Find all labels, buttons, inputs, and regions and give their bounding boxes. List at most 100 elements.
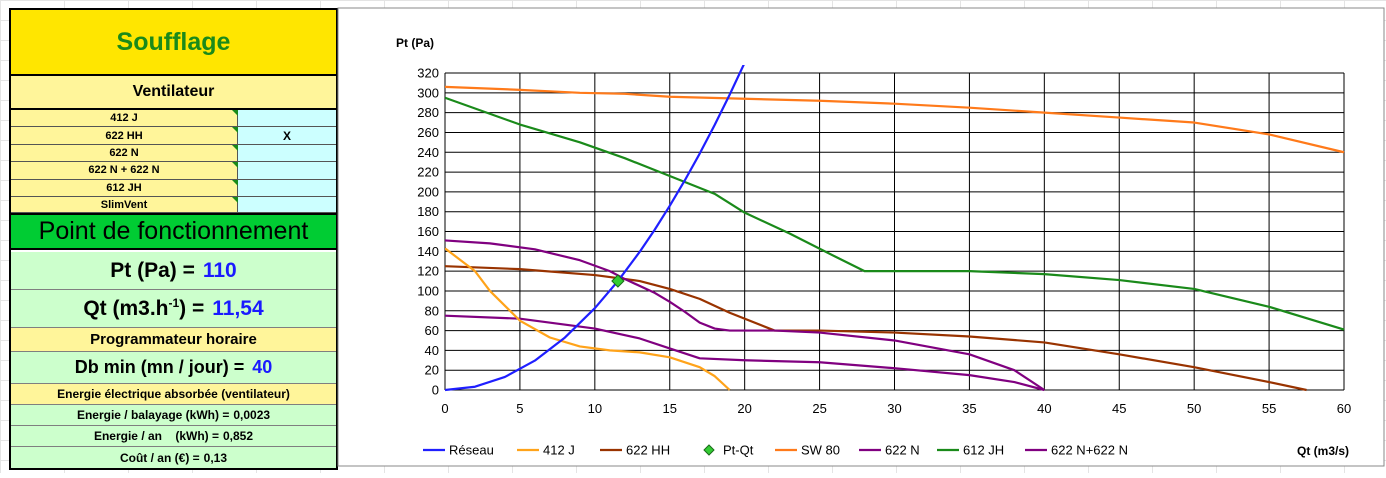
fan-row[interactable]: 622 N	[11, 144, 336, 163]
series-line-622-n-622-n	[445, 239, 1045, 391]
legend-label-sw-80: SW 80	[801, 443, 840, 458]
legend-label-412-j: 412 J	[543, 443, 575, 458]
energy-year-label: Energie / an (kWh) =	[93, 429, 219, 443]
cost-row: Coût / an (€) = 0,13	[11, 447, 336, 468]
y-tick-label: 0	[432, 383, 439, 398]
qt-label-text: Qt (m3.h	[83, 297, 169, 320]
y-tick-label: 100	[417, 283, 439, 298]
x-tick-label: 60	[1337, 401, 1351, 416]
data-point-pt-qt	[611, 274, 625, 288]
fan-row[interactable]: 622 HH X	[11, 127, 336, 145]
fan-row[interactable]: 412 J	[11, 110, 336, 128]
fan-name: 622 HH	[11, 127, 238, 144]
fan-row[interactable]: 612 JH	[11, 179, 336, 197]
pt-row: Pt (Pa) = 110	[11, 252, 336, 290]
energy-year-row: Energie / an (kWh) = 0,852	[11, 426, 336, 447]
series-line-r-seau	[445, 65, 745, 392]
panel-title-row: Soufflage	[11, 10, 336, 76]
pt-label: Pt (Pa) =	[110, 258, 195, 282]
series-line-412-j	[445, 247, 731, 391]
energy-year-value: 0,852	[223, 429, 254, 443]
cost-label: Coût / an (€) =	[119, 450, 200, 465]
x-tick-label: 10	[588, 401, 602, 416]
fan-row[interactable]: SlimVent	[11, 197, 336, 213]
series-line-612-jh	[445, 96, 1345, 331]
qt-label: Qt (m3.h-1) =	[83, 296, 204, 321]
control-panel: Soufflage Ventilateur 412 J 622 HH X 622…	[9, 8, 338, 470]
y-tick-label: 180	[417, 204, 439, 219]
db-label: Db min (mn / jour) =	[74, 357, 245, 377]
chart-area: 0 5 10 15 20 25 30 35 40 45 50 55 60 0 20 40 60 80 100 120 1…	[337, 0, 1386, 473]
fan-name: SlimVent	[11, 197, 238, 212]
chart-grid	[444, 72, 1345, 391]
chart-ticks: 0 5 10 15 20 25 30 35 40 45 50 55 60 0 20 40 60 80 100 120 1…	[417, 66, 1351, 417]
y-tick-label: 200	[417, 184, 439, 199]
energy-label: Energie électrique absorbée (ventilateur…	[57, 387, 290, 401]
fan-select-cell[interactable]	[238, 144, 336, 162]
y-tick-label: 300	[417, 85, 439, 100]
qt-row: Qt (m3.h-1) = 11,54	[11, 290, 336, 328]
db-value[interactable]: 40	[252, 357, 273, 377]
y-tick-label: 280	[417, 105, 439, 120]
y-tick-label: 40	[425, 343, 439, 358]
fan-name: 612 JH	[11, 179, 238, 196]
pt-value: 110	[202, 258, 237, 282]
energy-header: Energie électrique absorbée (ventilateur…	[11, 384, 336, 405]
db-row: Db min (mn / jour) = 40	[11, 352, 336, 384]
y-tick-label: 240	[417, 145, 439, 160]
fan-name: 412 J	[11, 110, 238, 127]
qt-value: 11,54	[212, 296, 264, 320]
x-tick-label: 5	[516, 401, 523, 416]
legend-label-622-hh: 622 HH	[626, 443, 670, 458]
ventilateur-header: Ventilateur	[11, 76, 336, 110]
fan-select-cell[interactable]	[238, 162, 336, 179]
series-line-622-n	[445, 314, 1045, 392]
legend-label-612-jh: 612 JH	[963, 443, 1004, 458]
legend-label-622-n-622-n: 622 N+622 N	[1051, 443, 1128, 458]
qt-label-exponent: -1	[168, 296, 180, 310]
y-tick-label: 20	[425, 363, 439, 378]
y-tick-label: 140	[417, 244, 439, 259]
chart-legend: Réseau 412 J 622 HH Pt-Qt SW 80 622 N 612 JH 62…	[423, 443, 1128, 458]
programmer-header: Programmateur horaire	[11, 328, 336, 352]
legend-label-622-n: 622 N	[885, 443, 920, 458]
fan-curve-chart: 0 5 10 15 20 25 30 35 40 45 50 55 60 0 20 40 60 80 100 120 1…	[337, 7, 1385, 467]
y-tick-label: 320	[417, 66, 439, 81]
y-tick-label: 220	[417, 165, 439, 180]
y-tick-label: 80	[425, 303, 439, 318]
fan-select-cell[interactable]	[238, 110, 336, 127]
x-tick-label: 45	[1112, 401, 1126, 416]
x-tick-label: 40	[1037, 401, 1051, 416]
y-tick-label: 260	[417, 125, 439, 140]
fan-name: 622 N + 622 N	[11, 162, 238, 179]
cost-value: 0,13	[203, 450, 228, 465]
x-tick-label: 0	[441, 401, 448, 416]
panel-title: Soufflage	[116, 27, 231, 56]
energy-sweep-row: Energie / balayage (kWh) = 0,0023	[11, 405, 336, 426]
fan-select-cell[interactable]	[238, 179, 336, 196]
y-tick-label: 60	[425, 323, 439, 338]
fan-select-cell[interactable]	[238, 197, 336, 212]
y-tick-label: 160	[417, 224, 439, 239]
programmer-label: Programmateur horaire	[90, 331, 257, 348]
x-tick-label: 20	[737, 401, 751, 416]
legend-marker-pt-qt	[703, 444, 715, 456]
chart-series	[445, 65, 1345, 392]
x-tick-label: 15	[663, 401, 677, 416]
y-tick-label: 120	[417, 264, 439, 279]
x-tick-label: 25	[812, 401, 826, 416]
y-axis-label: Pt (Pa)	[396, 36, 434, 50]
fan-select-cell[interactable]: X	[238, 127, 336, 144]
x-tick-label: 35	[962, 401, 976, 416]
operating-point-label: Point de fonctionnement	[38, 217, 309, 245]
legend-label-pt-qt: Pt-Qt	[723, 443, 754, 458]
fan-name: 622 N	[11, 144, 238, 162]
ventilateur-label: Ventilateur	[132, 83, 215, 100]
x-tick-label: 30	[887, 401, 901, 416]
legend-label-r-seau: Réseau	[449, 443, 494, 458]
energy-sweep-label: Energie / balayage (kWh) =	[76, 408, 230, 422]
operating-point-header: Point de fonctionnement	[11, 213, 336, 250]
chart-frame	[337, 7, 1385, 467]
series-line-sw-80	[445, 85, 1345, 154]
fan-row[interactable]: 622 N + 622 N	[11, 162, 336, 180]
